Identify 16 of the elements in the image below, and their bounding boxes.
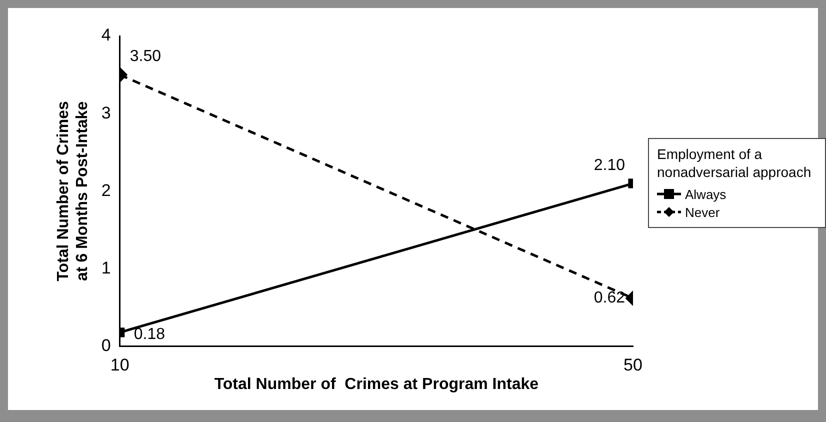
legend-label: Always: [685, 186, 726, 202]
legend-title: Employment of a nonadversarial approach: [657, 145, 812, 181]
data-label: 3.50: [130, 48, 162, 66]
legend-label: Never: [685, 204, 720, 220]
y-axis-title: Total Number of Crimes at 6 Months Post-Intake: [55, 101, 92, 282]
y-tick-label: 4: [101, 26, 111, 45]
y-tick-label: 2: [101, 180, 111, 200]
data-label: 2.10: [594, 156, 626, 174]
data-label: 0.18: [134, 326, 166, 343]
x-tick-label: 10: [110, 355, 130, 374]
y-tick-label: 1: [101, 258, 111, 278]
y-tick-label: 0: [101, 336, 111, 356]
y-tick-label: 3: [101, 103, 111, 122]
x-axis-title: Total Number of Crimes at Program Intake: [214, 376, 539, 393]
data-label: 0.62: [594, 290, 626, 307]
x-tick-label: 50: [624, 355, 642, 374]
